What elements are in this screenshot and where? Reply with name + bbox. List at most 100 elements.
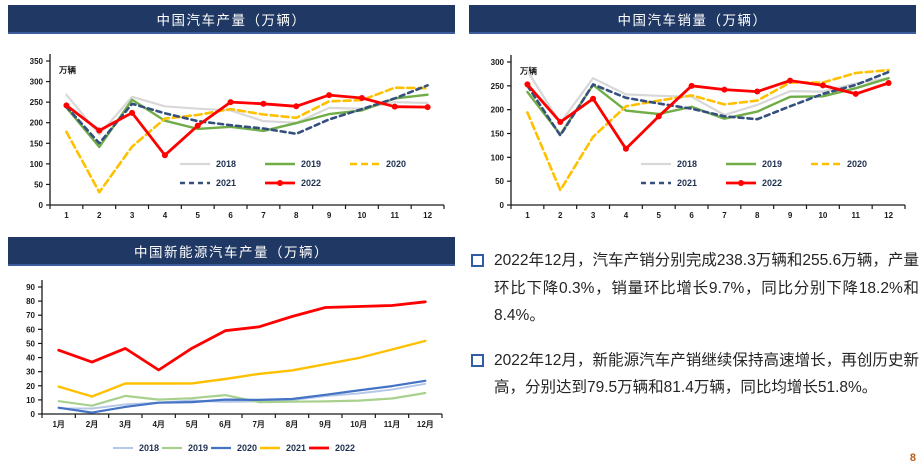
y-tick-label: 50: [26, 339, 35, 348]
legend-marker-dot: [277, 180, 283, 186]
y-tick-label: 250: [491, 82, 505, 91]
legend-item-2020: 2020: [350, 159, 406, 169]
y-tick-label: 40: [26, 354, 35, 363]
legend-item-2019: 2019: [162, 443, 208, 453]
legend: 2018 2019 2020 2021 2022: [113, 443, 355, 453]
y-tick-label: 0: [39, 201, 44, 210]
series-2020-line: [526, 68, 890, 192]
series-2022-marker: [326, 92, 333, 99]
series-2021-line: [526, 70, 890, 137]
series-2022-marker: [63, 102, 70, 109]
page-number: 8: [909, 452, 916, 464]
x-tick-label: 12: [884, 211, 893, 220]
series-2022-marker: [819, 82, 826, 89]
series-2022-marker: [852, 90, 859, 97]
legend-item-2019: 2019: [726, 159, 782, 169]
legend-item-2022: 2022: [726, 178, 782, 188]
y-tick-label: 100: [491, 153, 505, 162]
series-2022-marker: [655, 113, 662, 120]
y-tick-label: 300: [491, 58, 505, 67]
y-tick-label: 350: [30, 57, 44, 66]
legend-label: 2019: [188, 443, 208, 453]
y-tick-label: 90: [26, 283, 35, 292]
x-tick-label: 11: [852, 211, 861, 220]
x-tick-label: 5: [657, 211, 662, 220]
x-tick-label: 1: [64, 211, 69, 220]
series-2022-line: [526, 79, 891, 151]
x-tick-label: 4: [163, 211, 168, 220]
y-tick-label: 250: [30, 98, 44, 107]
y-tick-label: 0: [31, 410, 36, 419]
bullet-square-icon: [471, 254, 484, 267]
y-tick-label: 150: [491, 130, 505, 139]
series-2022-marker: [885, 79, 892, 86]
y-tick-label: 30: [26, 368, 35, 377]
series-2022-line: [65, 93, 430, 157]
nev-production-chart-title: 中国新能源汽车产量（万辆）: [134, 244, 329, 260]
y-tick-label: 60: [26, 325, 35, 334]
y-tick-label: 50: [34, 180, 43, 189]
x-tick-label: 8: [294, 211, 299, 220]
y-tick-label: 20: [26, 382, 35, 391]
series-2018-line: [526, 70, 890, 125]
legend-item-2018: 2018: [641, 159, 697, 169]
sales-chart-panel: 中国汽车销量（万辆） 0 50 100 150 200 250 300 1 2 3 4 5 6 7 8 9 10…: [469, 5, 916, 237]
sales-chart-title: 中国汽车销量（万辆）: [617, 12, 768, 28]
series-2022-marker: [622, 145, 629, 152]
x-tick-label: 5: [196, 211, 201, 220]
x-tick-label: 3: [130, 211, 135, 220]
series-2022-marker: [129, 109, 136, 116]
series-2022-marker: [391, 103, 398, 110]
series-2022-marker: [688, 82, 695, 89]
legend-label: 2018: [677, 159, 697, 169]
y-tick-label: 50: [495, 177, 504, 186]
legend-item-2020: 2020: [211, 443, 257, 453]
nev-production-chart: 0 10 20 30 40 50 60 70 80 90 1月 2月 3月 4月 5月 6月 7月 8月 9月 10月…: [26, 280, 443, 453]
y-tick-label: 200: [30, 119, 44, 128]
y-axis-unit-label: 万辆: [58, 65, 77, 75]
production-chart-panel: 中国汽车产量（万辆） 0 50 100 150 200 250 300 350 1 2 3 4 5 6 7 8…: [8, 5, 455, 237]
legend-label: 2019: [762, 159, 782, 169]
x-tick-label: 6: [228, 211, 233, 220]
x-tick-label: 4: [624, 211, 629, 220]
bullet-square-icon: [471, 353, 484, 367]
x-tick-label: 6月: [219, 420, 231, 429]
x-tick-label: 9月: [319, 420, 331, 429]
series-2018-line: [57, 382, 427, 410]
legend-item-2018: 2018: [113, 443, 159, 453]
legend-label: 2018: [139, 443, 159, 453]
series-2021-line: [65, 83, 429, 145]
series-2022-line: [57, 300, 427, 372]
series-2022-marker: [293, 103, 300, 110]
legend-item-2022: 2022: [309, 443, 355, 453]
legend-label: 2020: [847, 159, 867, 169]
x-tick-label: 8月: [286, 420, 298, 429]
series-2022-marker: [161, 152, 168, 159]
legend-label: 2021: [216, 178, 236, 188]
x-tick-label: 5月: [186, 420, 198, 429]
legend-item-2019: 2019: [265, 159, 321, 169]
bullet-text: 2022年12月，新能源汽车产销继续保持高速增长，再创历史新高，分别达到79.5…: [494, 351, 919, 397]
nev-production-chart-panel: 中国新能源汽车产量（万辆） 0 10 20 30 40 50 60 70 80 90 1月 2月 3月 4…: [8, 237, 455, 465]
legend: 2018 2019 2020 2021 2022: [641, 159, 867, 188]
x-tick-label: 9: [788, 211, 793, 220]
x-tick-label: 2: [97, 211, 102, 220]
series-2020-line: [57, 379, 427, 414]
production-chart-title: 中国汽车产量（万辆）: [156, 12, 307, 28]
legend-item-2021: 2021: [641, 178, 697, 188]
series-2022-marker: [590, 95, 597, 102]
y-tick-label: 0: [500, 201, 505, 210]
series-2021-line: [57, 339, 427, 398]
legend-label: 2019: [301, 159, 321, 169]
series-2022-marker: [358, 95, 365, 102]
nev-production-chart-title-bar: 中国新能源汽车产量（万辆）: [8, 237, 455, 266]
legend-marker-dot: [738, 180, 744, 186]
bullet-item-auto-sales: 2022年12月，汽车产销分别完成238.3万辆和255.6万辆，产量环比下降0…: [469, 247, 919, 330]
production-chart-title-bar: 中国汽车产量（万辆）: [8, 5, 455, 34]
legend-label: 2018: [216, 159, 236, 169]
x-tick-label: 10: [818, 211, 827, 220]
